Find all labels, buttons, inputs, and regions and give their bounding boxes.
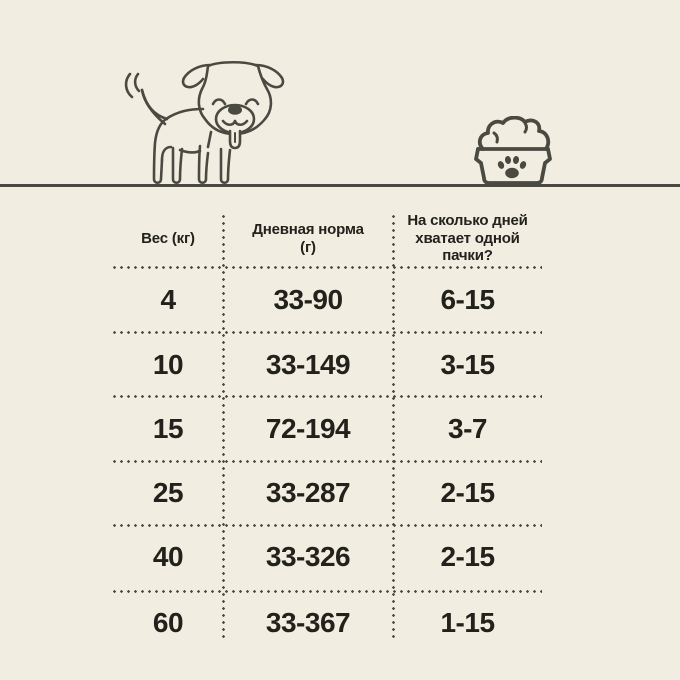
dotted-divider-horizontal	[113, 589, 542, 593]
dotted-divider-horizontal	[113, 395, 542, 398]
ration-table: Вес (кг) Дневная норма (г) На сколько дн…	[113, 210, 542, 657]
col-header-weight: Вес (кг)	[113, 210, 223, 267]
food-bowl-icon	[474, 116, 552, 185]
pack-days-cell: 6-15	[440, 283, 495, 315]
weight-cell: 25	[152, 476, 184, 508]
dotted-divider-horizontal	[113, 265, 542, 269]
daily-norm-cell: 33-326	[265, 541, 351, 572]
dotted-divider-horizontal	[113, 330, 542, 334]
weight-cell: 15	[152, 412, 184, 444]
paw-print-icon	[497, 156, 527, 179]
col-header-pack-days-label: На сколько дней хватает одной пачки?	[407, 211, 528, 265]
col-header-daily-norm: Дневная норма (г)	[223, 210, 393, 267]
pack-days-cell: 2-15	[440, 541, 495, 572]
pack-days-cell: 1-15	[440, 607, 495, 638]
pack-days-cell: 3-15	[440, 348, 495, 380]
daily-norm-cell: 33-287	[265, 476, 351, 508]
dog-icon	[124, 60, 285, 185]
weight-cell: 10	[152, 348, 184, 380]
dotted-divider-vertical	[391, 215, 395, 640]
weight-cell: 40	[152, 541, 184, 572]
ground-line	[0, 184, 680, 187]
col-header-daily-norm-label: Дневная норма (г)	[252, 220, 364, 256]
dotted-divider-vertical	[221, 215, 225, 640]
dotted-divider-horizontal	[113, 523, 542, 527]
weight-cell: 60	[152, 607, 184, 638]
col-header-pack-days: На сколько дней хватает одной пачки?	[393, 210, 542, 267]
daily-norm-cell: 33-367	[265, 607, 351, 638]
col-header-weight-label: Вес (кг)	[141, 229, 195, 247]
weight-cell: 4	[160, 283, 176, 315]
dotted-divider-horizontal	[113, 459, 542, 463]
daily-norm-cell: 72-194	[265, 412, 351, 444]
pack-days-cell: 3-7	[448, 412, 487, 444]
pack-days-cell: 2-15	[440, 476, 495, 508]
daily-norm-cell: 33-90	[273, 283, 343, 315]
daily-norm-cell: 33-149	[265, 348, 351, 380]
